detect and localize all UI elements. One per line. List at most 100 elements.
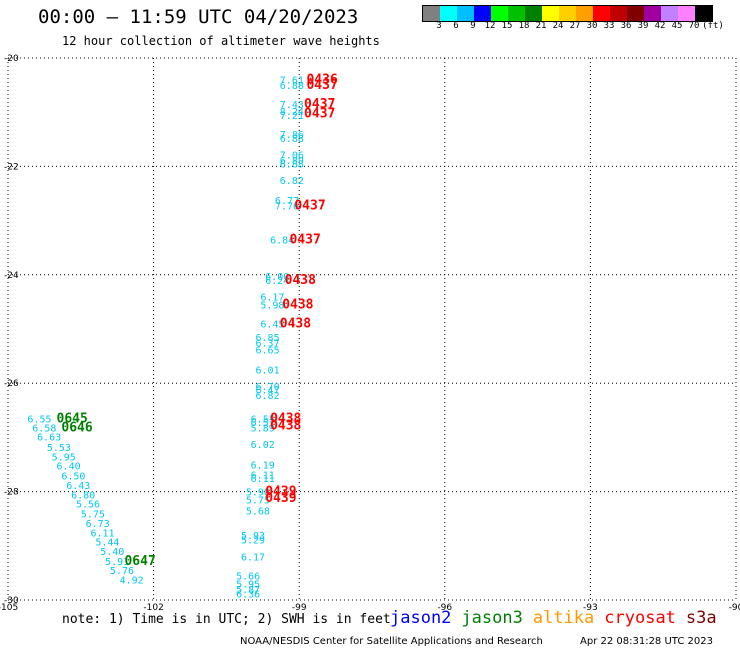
color-swatch: [678, 6, 695, 21]
wave-height-label: 6.11: [251, 474, 275, 485]
map-subtitle: 12 hour collection of altimeter wave hei…: [62, 34, 380, 48]
color-swatch: [457, 6, 474, 21]
map-title: 00:00 — 11:59 UTC 04/20/2023: [38, 6, 359, 28]
pass-time-label: 0437: [289, 233, 320, 248]
wave-height-label: 7.76: [275, 201, 299, 212]
satellite-legend: jason2 jason3 altika cryosat s3a: [390, 608, 727, 628]
color-scale-label: 33: [603, 21, 615, 31]
color-swatch: [576, 6, 593, 21]
wave-height-label: 6.24: [265, 276, 289, 287]
wave-height-label: 6.77: [275, 196, 299, 207]
color-scale-label: 45: [671, 21, 683, 31]
color-scale-label: 30: [586, 21, 598, 31]
pass-time-label: 0436: [306, 73, 337, 88]
pass-time-label: 0647: [124, 554, 155, 569]
pass-time-label: 0439: [265, 485, 296, 500]
color-swatch: [661, 6, 678, 21]
pass-time-label: 0438: [285, 273, 316, 288]
pass-time-label: 0437: [304, 106, 335, 121]
color-scale-label: (ft): [702, 21, 724, 31]
wave-height-label: 4.92: [120, 575, 144, 586]
wave-height-label: 5.75: [81, 509, 105, 520]
wave-height-label: 7.06: [280, 150, 304, 161]
wave-height-label: 6.88: [280, 81, 304, 92]
latitude-label: -22: [4, 162, 19, 172]
wave-height-label: 6.55: [251, 414, 275, 425]
color-scale-label: 18: [518, 21, 530, 31]
wave-height-label: 5.87: [236, 585, 260, 596]
wave-height-label: 5.95: [52, 452, 76, 463]
color-swatch: [440, 6, 457, 21]
color-swatch: [610, 6, 627, 21]
wave-height-label: 5.44: [95, 537, 119, 548]
wave-height-label: 6.84: [270, 236, 294, 247]
map-grid: [7, 57, 737, 601]
pass-time-label: 0437: [304, 97, 335, 112]
color-swatch: [644, 6, 661, 21]
latitude-label: -30: [4, 596, 19, 606]
color-scale-label: 12: [484, 21, 496, 31]
latitude-label: -24: [4, 271, 19, 281]
legend-item-jason2: jason2: [390, 608, 452, 628]
longitude-label: -90: [729, 603, 740, 613]
wave-height-label: 5.75: [246, 496, 270, 507]
map-axes: -105 -102 -99 -96 -93 -90 -20 -22 -24 -26 -28 -30: [0, 54, 740, 613]
wave-height-label: 7.21: [280, 111, 304, 122]
wave-height-label: 5.93: [241, 531, 265, 542]
wave-height-label: 5.68: [246, 507, 270, 518]
pass-time-label: 0438: [270, 411, 301, 426]
color-scale-label: 9: [470, 21, 476, 31]
wave-height-label: 6.19: [251, 461, 275, 472]
wave-height-label: 6.37: [256, 339, 280, 350]
pass-time-label: 0646: [61, 421, 92, 436]
wave-height-label: 6.58: [32, 424, 56, 435]
longitude-label: -102: [143, 603, 163, 613]
color-scale-labels: 3 6 9 12 15 18 21 24 27 30 33 36 39 42 45 70 (ft): [422, 21, 740, 35]
legend-item-jason3: jason3: [461, 608, 523, 628]
wave-height-label: 8.24: [280, 107, 304, 118]
wave-height-label: 6.45: [260, 320, 284, 331]
generated-timestamp: Apr 22 08:31:28 UTC 2023: [580, 636, 713, 647]
color-swatch: [491, 6, 508, 21]
credit-line: NOAA/NESDIS Center for Satellite Applica…: [240, 636, 543, 647]
longitude-label: -93: [583, 603, 598, 613]
pass-time-label: 0437: [294, 198, 325, 213]
wave-height-label: 6.85: [256, 333, 280, 344]
longitude-label: -99: [292, 603, 307, 613]
color-swatch: [474, 6, 491, 21]
color-scale-label: 24: [552, 21, 564, 31]
wave-height-label: 7.43: [280, 100, 304, 111]
color-scale-bar: [422, 5, 713, 22]
wave-height-label: 5.40: [100, 547, 124, 558]
color-swatch: [559, 6, 576, 21]
latitude-label: -28: [4, 488, 19, 498]
color-scale-label: 70: [688, 21, 700, 31]
legend-item-cryosat: cryosat: [604, 608, 676, 628]
wave-height-label: 6.47: [256, 386, 280, 397]
wave-height-label: 6.40: [57, 462, 81, 473]
wave-height-label: 5.98: [260, 301, 284, 312]
pass-time-label: 0438: [280, 317, 311, 332]
wave-height-label: 7.61: [280, 76, 304, 87]
color-swatch: [423, 6, 440, 21]
map-data-labels: 7.616.887.438.247.217.866.887.066.896.88…: [27, 73, 338, 601]
wave-height-label: 5.53: [47, 443, 71, 454]
pass-time-label: 0438: [282, 298, 313, 313]
color-swatch: [525, 6, 542, 21]
wave-height-label: 5.56: [76, 500, 100, 511]
wave-height-label: 6.88: [280, 160, 304, 171]
latitude-label: -20: [4, 54, 19, 64]
wave-height-label: 6.50: [61, 471, 85, 482]
wave-height-label: 6.02: [251, 440, 275, 451]
color-scale-label: 27: [569, 21, 581, 31]
wave-height-label: 6.17: [260, 292, 284, 303]
color-scale-label: 36: [620, 21, 632, 31]
wave-height-label: 6.80: [71, 490, 95, 501]
longitude-label: -96: [437, 603, 452, 613]
wave-height-label: 6.57: [251, 418, 275, 429]
wave-height-label: 6.01: [256, 366, 280, 377]
wave-height-label: 6.89: [280, 156, 304, 167]
wave-height-label: 5.76: [110, 566, 134, 577]
wave-height-label: 6.36: [236, 589, 260, 600]
